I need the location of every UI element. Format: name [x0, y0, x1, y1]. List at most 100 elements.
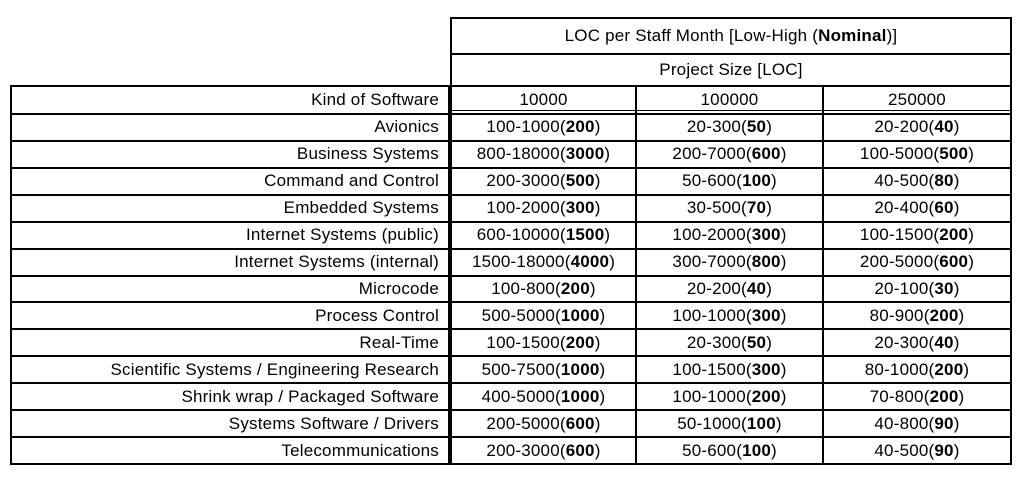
loc-cell: 100-1500(300) — [637, 357, 822, 383]
loc-nominal-value: 300 — [751, 305, 781, 325]
loc-nominal-value: 30 — [934, 278, 954, 298]
loc-cell: 800-18000(3000) — [452, 141, 635, 167]
loc-cell: 600-10000(1500) — [452, 222, 635, 248]
loc-cell: 100-2000(300) — [637, 222, 822, 248]
loc-nominal-value: 80 — [934, 171, 954, 191]
loc-nominal-value: 3000 — [565, 144, 605, 164]
loc-nominal-value: 100 — [742, 440, 772, 460]
loc-cell: 20-200(40) — [824, 115, 1010, 140]
loc-nominal-value: 200 — [929, 305, 959, 325]
table-title-bold: Nominal — [818, 26, 887, 45]
kind-of-software-header: Kind of Software — [12, 87, 448, 113]
kind-cell: Avionics — [12, 115, 448, 140]
kind-cell: Telecommunications — [12, 438, 448, 463]
kind-cell: Embedded Systems — [12, 195, 448, 221]
loc-cell: 20-100(30) — [824, 276, 1010, 302]
loc-cell: 100-800(200) — [452, 276, 635, 302]
loc-nominal-value: 200 — [934, 359, 964, 379]
loc-nominal-value: 90 — [934, 413, 954, 433]
table-title: LOC per Staff Month [Low-High (Nominal)] — [452, 19, 1010, 53]
loc-nominal-value: 200 — [929, 386, 959, 406]
table-title-suffix: )] — [886, 26, 898, 45]
loc-nominal-value: 40 — [746, 278, 767, 298]
kind-cell: Internet Systems (internal) — [12, 249, 448, 275]
kind-of-software-column: Kind of Software Avionics Business System… — [10, 85, 450, 465]
kind-cell: Real-Time — [12, 330, 448, 356]
loc-cell: 40-500(80) — [824, 168, 1010, 194]
loc-nominal-value: 100 — [742, 171, 772, 191]
loc-nominal-value: 200 — [565, 117, 595, 137]
loc-nominal-value: 100 — [746, 413, 776, 433]
loc-nominal-value: 4000 — [570, 252, 610, 272]
loc-cell: 500-5000(1000) — [452, 303, 635, 329]
loc-cell: 50-600(100) — [637, 438, 822, 463]
kind-cell: Business Systems — [12, 141, 448, 167]
loc-cell: 100-1500(200) — [452, 330, 635, 356]
loc-nominal-value: 600 — [751, 144, 781, 164]
loc-nominal-value: 600 — [565, 440, 595, 460]
kind-cell: Command and Control — [12, 168, 448, 194]
kind-cell: Systems Software / Drivers — [12, 411, 448, 437]
loc-cell: 100-1000(200) — [637, 384, 822, 410]
loc-cell: 100-1500(200) — [824, 222, 1010, 248]
loc-cell: 80-900(200) — [824, 303, 1010, 329]
loc-cell: 100-1000(200) — [452, 115, 635, 140]
loc-nominal-value: 40 — [934, 117, 954, 137]
loc-nominal-value: 500 — [565, 171, 595, 191]
loc-cell: 30-500(70) — [637, 195, 822, 221]
loc-cell: 100-5000(500) — [824, 141, 1010, 167]
loc-cell: 50-600(100) — [637, 168, 822, 194]
loc-cell: 300-7000(800) — [637, 249, 822, 275]
size-header-250000: 250000 — [824, 87, 1010, 113]
loc-cell: 20-300(40) — [824, 330, 1010, 356]
kind-cell: Microcode — [12, 276, 448, 302]
loc-cell: 100-2000(300) — [452, 195, 635, 221]
loc-cell: 40-800(90) — [824, 411, 1010, 437]
loc-cell: 200-3000(500) — [452, 168, 635, 194]
loc-nominal-value: 200 — [939, 225, 969, 245]
loc-nominal-value: 70 — [746, 198, 767, 218]
loc-cell: 20-300(50) — [637, 115, 822, 140]
loc-nominal-value: 600 — [939, 252, 969, 272]
loc-nominal-value: 40 — [934, 332, 954, 352]
kind-cell: Process Control — [12, 303, 448, 329]
project-size-header: Project Size [LOC] — [452, 55, 1010, 85]
kind-cell: Shrink wrap / Packaged Software — [12, 384, 448, 410]
loc-nominal-value: 60 — [934, 198, 954, 218]
loc-nominal-value: 50 — [746, 117, 767, 137]
kind-cell: Scientific Systems / Engineering Researc… — [12, 357, 448, 383]
loc-nominal-value: 1000 — [560, 359, 600, 379]
loc-nominal-value: 300 — [751, 359, 781, 379]
loc-cell: 20-400(60) — [824, 195, 1010, 221]
kind-cell: Internet Systems (public) — [12, 222, 448, 248]
loc-cell: 50-1000(100) — [637, 411, 822, 437]
loc-cell: 100-1000(300) — [637, 303, 822, 329]
loc-cell: 1500-18000(4000) — [452, 249, 635, 275]
loc-nominal-value: 500 — [939, 144, 969, 164]
loc-nominal-value: 1000 — [560, 386, 600, 406]
loc-nominal-value: 200 — [565, 332, 595, 352]
loc-cell: 200-3000(600) — [452, 438, 635, 463]
size-header-100000: 100000 — [637, 87, 822, 113]
loc-cell: 80-1000(200) — [824, 357, 1010, 383]
loc-data-grid: LOC per Staff Month [Low-High (Nominal)]… — [450, 17, 1012, 465]
loc-nominal-value: 1500 — [565, 225, 605, 245]
loc-cell: 200-5000(600) — [452, 411, 635, 437]
loc-nominal-value: 200 — [560, 278, 590, 298]
loc-nominal-value: 300 — [565, 198, 595, 218]
size-header-10000: 10000 — [452, 87, 635, 113]
loc-cell: 200-5000(600) — [824, 249, 1010, 275]
table-title-prefix: LOC per Staff Month [Low-High ( — [564, 26, 819, 45]
loc-cell: 70-800(200) — [824, 384, 1010, 410]
loc-cell: 200-7000(600) — [637, 141, 822, 167]
loc-nominal-value: 200 — [751, 386, 781, 406]
loc-cell: 400-5000(1000) — [452, 384, 635, 410]
loc-nominal-value: 800 — [751, 252, 781, 272]
loc-cell: 40-500(90) — [824, 438, 1010, 463]
loc-nominal-value: 600 — [565, 413, 595, 433]
loc-nominal-value: 90 — [934, 440, 954, 460]
loc-nominal-value: 300 — [751, 225, 781, 245]
loc-cell: 20-200(40) — [637, 276, 822, 302]
loc-cell: 500-7500(1000) — [452, 357, 635, 383]
